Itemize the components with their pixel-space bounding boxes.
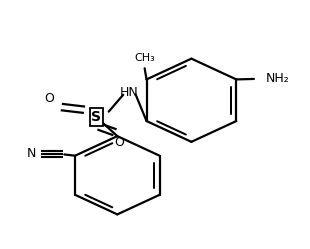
Text: N: N xyxy=(27,147,37,160)
Text: O: O xyxy=(115,136,124,149)
Text: NH₂: NH₂ xyxy=(266,72,289,85)
Text: S: S xyxy=(91,110,101,124)
Text: O: O xyxy=(45,92,54,105)
Text: HN: HN xyxy=(119,86,138,99)
Text: CH₃: CH₃ xyxy=(135,53,155,63)
